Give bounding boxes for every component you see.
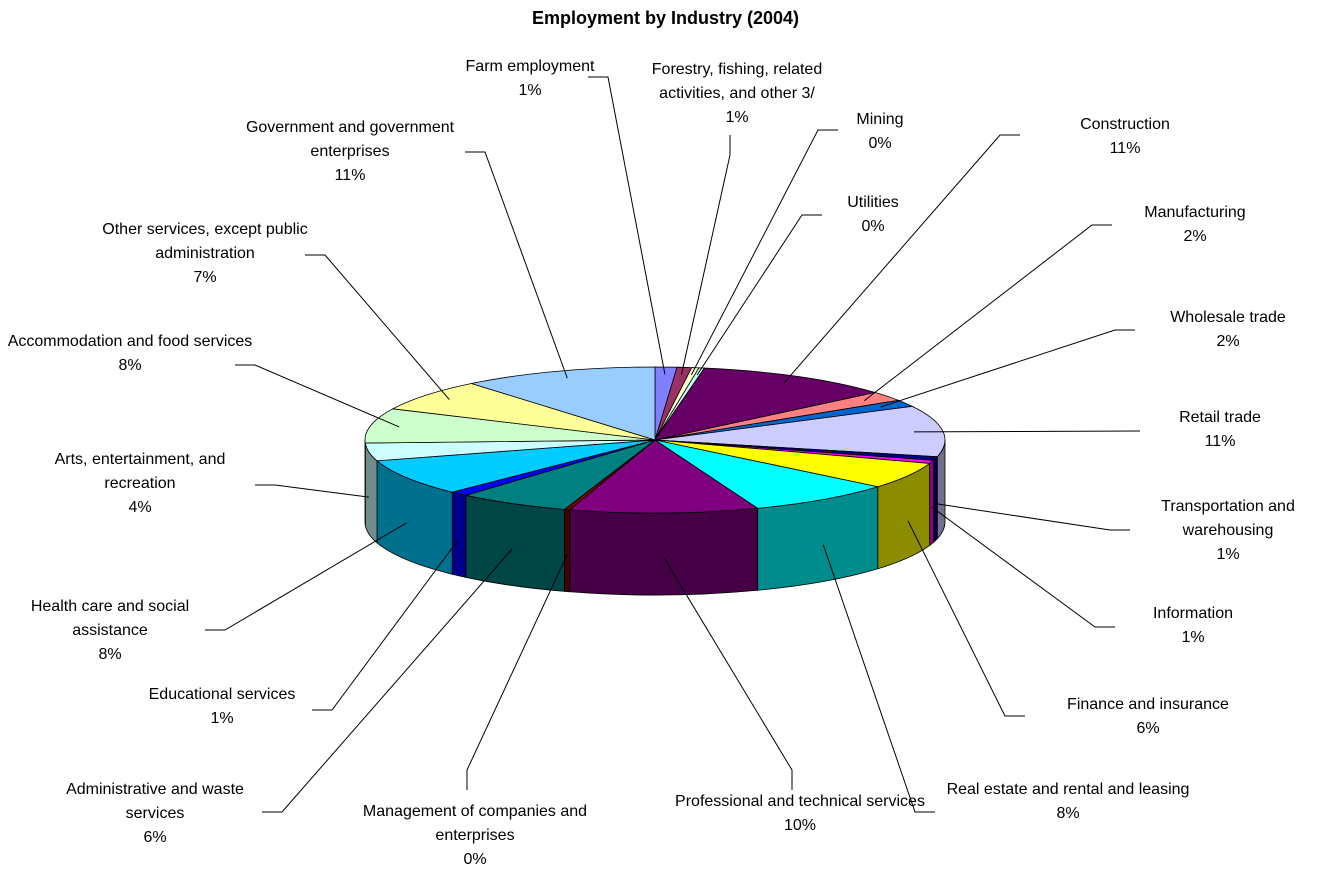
leader-line <box>255 485 369 497</box>
category-label: Real estate and rental and leasing <box>943 778 1193 802</box>
category-label: Mining <box>820 108 940 132</box>
leader-line <box>681 135 730 375</box>
value-label: 8% <box>943 802 1193 826</box>
leader-line <box>691 130 838 375</box>
value-label: 1% <box>430 79 630 103</box>
category-label: Educational services <box>122 683 322 707</box>
category-label: Farm employment <box>430 55 630 79</box>
category-label: Utilities <box>813 191 933 215</box>
slice-side <box>452 492 466 577</box>
category-label: Arts, entertainment, and recreation <box>25 448 255 496</box>
value-label: 0% <box>813 215 933 239</box>
category-label: Administrative and waste services <box>35 778 275 826</box>
value-label: 11% <box>1130 430 1310 454</box>
leader-line <box>305 255 449 400</box>
value-label: 7% <box>90 266 320 290</box>
data-label: Other services, except public administra… <box>90 218 320 290</box>
value-label: 11% <box>240 164 460 188</box>
value-label: 2% <box>1138 330 1318 354</box>
category-label: Health care and social assistance <box>5 595 215 643</box>
chart-title: Employment by Industry (2004) <box>0 8 1331 29</box>
value-label: 4% <box>25 496 255 520</box>
value-label: 6% <box>35 826 275 850</box>
category-label: Government and government enterprises <box>240 116 460 164</box>
leader-line <box>262 549 512 812</box>
category-label: Other services, except public administra… <box>90 218 320 266</box>
value-label: 2% <box>1105 225 1285 249</box>
value-label: 1% <box>637 106 837 130</box>
leader-line <box>881 330 1135 407</box>
category-label: Finance and insurance <box>1038 693 1258 717</box>
value-label: 11% <box>1025 137 1225 161</box>
value-label: 1% <box>1103 626 1283 650</box>
category-label: Manufacturing <box>1105 201 1285 225</box>
slice-side <box>934 457 938 543</box>
slice-side <box>570 508 758 595</box>
leader-line <box>932 507 1115 627</box>
category-label: Wholesale trade <box>1138 306 1318 330</box>
leader-line <box>235 365 399 427</box>
value-label: 0% <box>820 132 940 156</box>
slice-side <box>466 495 565 591</box>
category-label: Forestry, fishing, related activities, a… <box>637 58 837 106</box>
leader-line <box>935 504 1130 530</box>
category-label: Management of companies and enterprises <box>345 800 605 848</box>
slice-side <box>930 460 934 545</box>
leader-line <box>465 152 567 378</box>
leader-line <box>823 545 935 812</box>
value-label: 1% <box>122 707 322 731</box>
data-label: Forestry, fishing, related activities, a… <box>637 58 837 130</box>
category-label: Transportation and warehousing <box>1138 495 1318 543</box>
value-label: 0% <box>345 848 605 872</box>
slice-side <box>565 509 570 591</box>
leader-line <box>864 225 1112 401</box>
value-label: 6% <box>1038 717 1258 741</box>
category-label: Accommodation and food services <box>5 330 255 354</box>
category-label: Construction <box>1025 113 1225 137</box>
leader-line <box>697 215 822 375</box>
value-label: 8% <box>5 643 215 667</box>
leader-line <box>784 135 1020 383</box>
category-label: Professional and technical services <box>675 790 925 814</box>
leader-line <box>908 521 1025 716</box>
value-label: 10% <box>675 814 925 838</box>
category-label: Information <box>1103 602 1283 626</box>
category-label: Retail trade <box>1130 406 1310 430</box>
leader-line <box>914 431 1140 432</box>
value-label: 8% <box>5 354 255 378</box>
value-label: 1% <box>1138 543 1318 567</box>
